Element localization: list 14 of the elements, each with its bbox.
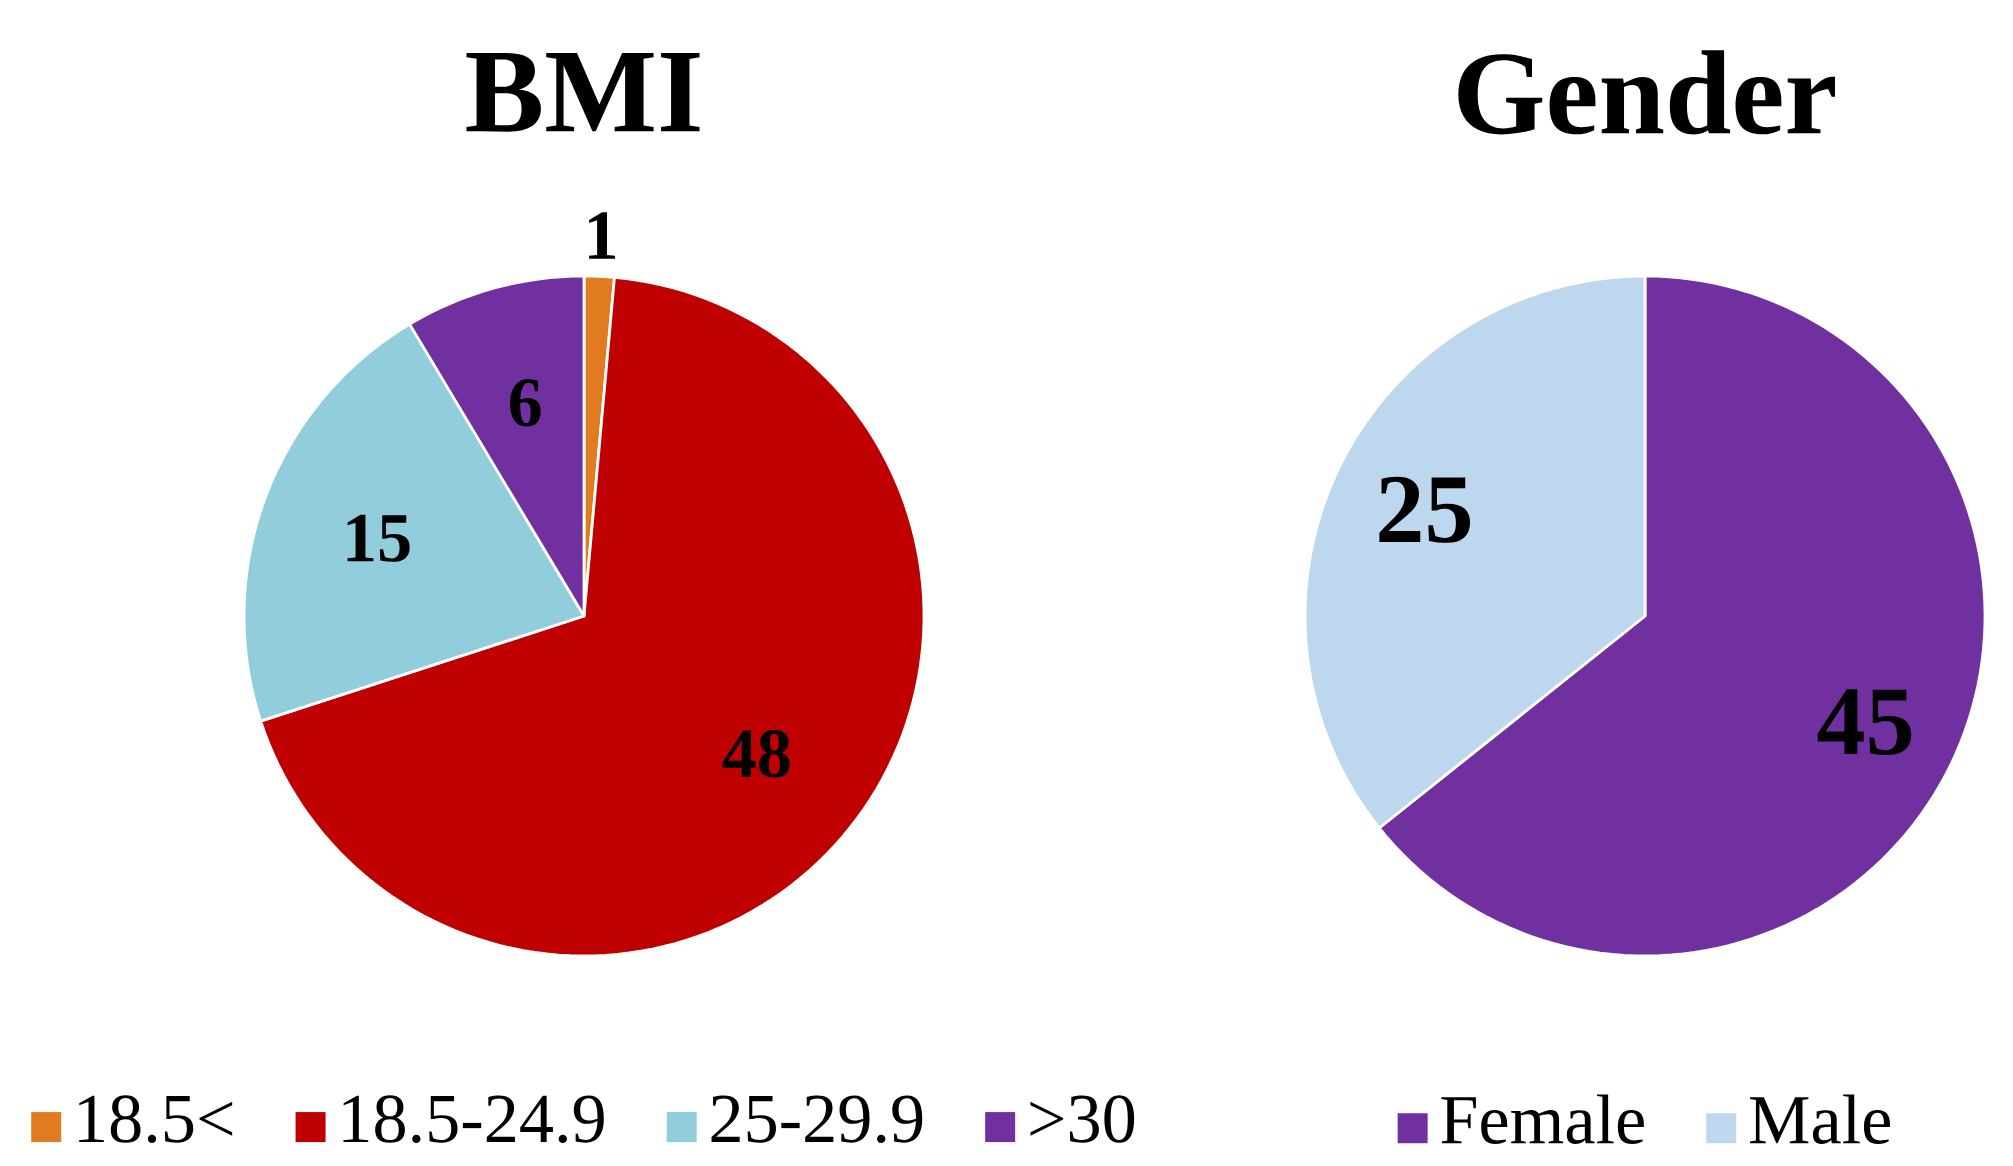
data-label: 1 <box>589 212 616 259</box>
data-label: 6 <box>510 379 541 427</box>
legend-label: Male <box>1750 1094 1890 1144</box>
chart-title: BMI <box>466 53 700 132</box>
data-label: 15 <box>347 514 410 562</box>
data-label: 48 <box>722 730 790 778</box>
legend-label: 25-29.9 <box>711 1095 923 1144</box>
data-label: 25 <box>1379 476 1471 543</box>
legend-label: 18.5< <box>79 1095 233 1144</box>
legend-label: Female <box>1441 1094 1644 1144</box>
data-label: 45 <box>1817 689 1912 756</box>
legend-label: 18.5-24.9 <box>343 1095 604 1144</box>
chart-title: Gender <box>1458 50 1835 135</box>
legend-label: >30 <box>1030 1095 1135 1143</box>
